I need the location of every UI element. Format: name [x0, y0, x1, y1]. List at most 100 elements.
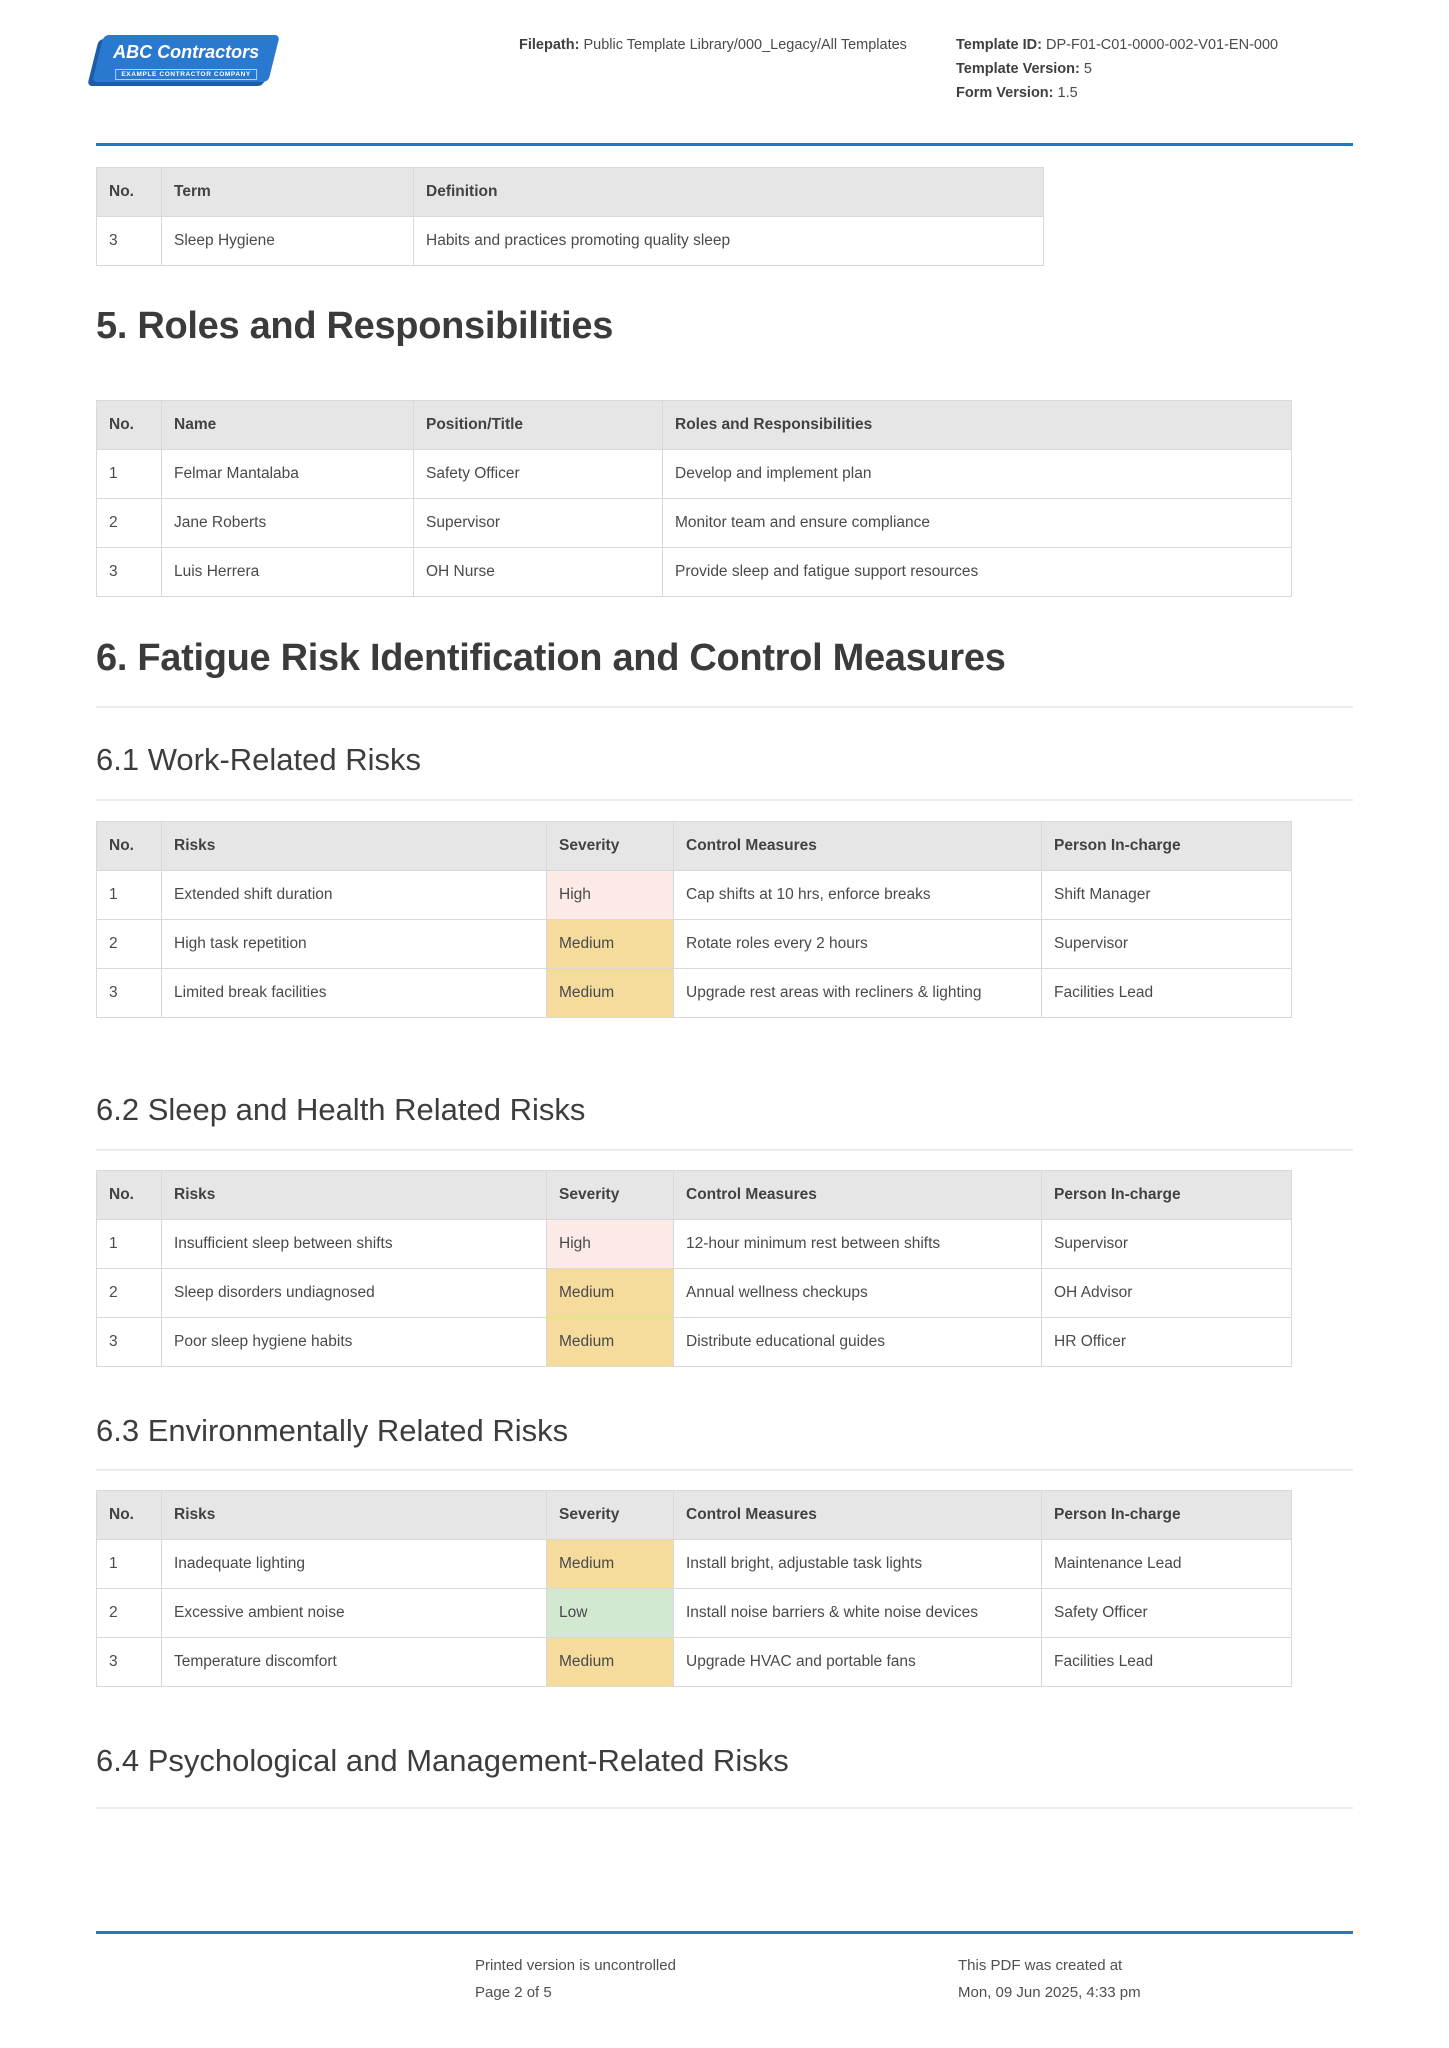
template-version-label: Template Version: [956, 61, 1080, 77]
risk-row: 1 Extended shift duration High Cap shift… [96, 870, 1292, 920]
role-duties-cell: Develop and implement plan [662, 449, 1292, 499]
severity-cell: Medium [546, 1317, 674, 1367]
risk-header-row: No. Risks Severity Control Measures Pers… [96, 1490, 1292, 1540]
terms-table: No. Term Definition 3 Sleep Hygiene Habi… [96, 167, 1044, 266]
risk-name-cell: Excessive ambient noise [161, 1588, 547, 1638]
roles-row: 2 Jane Roberts Supervisor Monitor team a… [96, 498, 1292, 548]
roles-col-name: Name [161, 400, 414, 450]
control-measure-cell: Upgrade rest areas with recliners & ligh… [673, 968, 1042, 1018]
risk-col-no: No. [96, 1170, 162, 1220]
role-duties-cell: Provide sleep and fatigue support resour… [662, 547, 1292, 597]
risk-no-cell: 3 [96, 1317, 162, 1367]
form-version-label: Form Version: [956, 85, 1054, 101]
risk-row: 3 Poor sleep hygiene habits Medium Distr… [96, 1317, 1292, 1367]
risk-no-cell: 1 [96, 1539, 162, 1589]
divider [96, 1807, 1353, 1809]
risk-no-cell: 1 [96, 870, 162, 920]
roles-table: No. Name Position/Title Roles and Respon… [96, 400, 1292, 597]
risk-name-cell: Extended shift duration [161, 870, 547, 920]
control-measure-cell: Install bright, adjustable task lights [673, 1539, 1042, 1589]
risk-name-cell: Temperature discomfort [161, 1637, 547, 1687]
risk-col-person: Person In-charge [1041, 1490, 1292, 1540]
document-header: ABC Contractors EXAMPLE CONTRACTOR COMPA… [92, 33, 1353, 105]
section63-title: 6.3 Environmentally Related Risks [96, 1413, 569, 1448]
severity-cell: Medium [546, 1268, 674, 1318]
term-definition-cell: Habits and practices promoting quality s… [413, 216, 1044, 266]
roles-header-row: No. Name Position/Title Roles and Respon… [96, 400, 1292, 450]
terms-col-definition: Definition [413, 167, 1044, 217]
template-id-label: Template ID: [956, 37, 1042, 53]
severity-cell: Medium [546, 968, 674, 1018]
role-name-cell: Felmar Mantalaba [161, 449, 414, 499]
risk-row: 2 Excessive ambient noise Low Install no… [96, 1588, 1292, 1638]
person-cell: OH Advisor [1041, 1268, 1292, 1318]
risk-no-cell: 2 [96, 1268, 162, 1318]
filepath-label: Filepath: [519, 37, 580, 53]
footer-rule [96, 1931, 1353, 1934]
control-measure-cell: Annual wellness checkups [673, 1268, 1042, 1318]
section5-title: 5. Roles and Responsibilities [96, 305, 614, 347]
divider [96, 1469, 1353, 1471]
control-measure-cell: Distribute educational guides [673, 1317, 1042, 1367]
roles-row: 1 Felmar Mantalaba Safety Officer Develo… [96, 449, 1292, 499]
template-id-line: Template ID: DP-F01-C01-0000-002-V01-EN-… [956, 33, 1353, 57]
divider [96, 799, 1353, 801]
risk-row: 3 Limited break facilities Medium Upgrad… [96, 968, 1292, 1018]
risk-no-cell: 2 [96, 1588, 162, 1638]
risk-row: 2 High task repetition Medium Rotate rol… [96, 919, 1292, 969]
severity-cell: High [546, 1219, 674, 1269]
role-no-cell: 3 [96, 547, 162, 597]
risk-name-cell: Limited break facilities [161, 968, 547, 1018]
footer-uncontrolled-note: Printed version is uncontrolled [475, 1957, 676, 1974]
term-no-cell: 3 [96, 216, 162, 266]
company-logo: ABC Contractors EXAMPLE CONTRACTOR COMPA… [92, 35, 280, 82]
footer-created-label: This PDF was created at [958, 1957, 1123, 1974]
role-position-cell: Supervisor [413, 498, 663, 548]
environment-risks-table: No. Risks Severity Control Measures Pers… [96, 1490, 1292, 1687]
section64-title: 6.4 Psychological and Management-Related… [96, 1743, 789, 1778]
risk-row: 1 Inadequate lighting Medium Install bri… [96, 1539, 1292, 1589]
divider [96, 1149, 1353, 1151]
risk-col-control: Control Measures [673, 1490, 1042, 1540]
control-measure-cell: Cap shifts at 10 hrs, enforce breaks [673, 870, 1042, 920]
risk-col-control: Control Measures [673, 821, 1042, 871]
footer-right: This PDF was created at Mon, 09 Jun 2025… [958, 1952, 1141, 2006]
risk-no-cell: 2 [96, 919, 162, 969]
section6-title: 6. Fatigue Risk Identification and Contr… [96, 637, 1006, 679]
roles-col-roles: Roles and Responsibilities [662, 400, 1292, 450]
risk-row: 3 Temperature discomfort Medium Upgrade … [96, 1637, 1292, 1687]
risk-col-no: No. [96, 821, 162, 871]
risk-col-risks: Risks [161, 1170, 547, 1220]
logo-area: ABC Contractors EXAMPLE CONTRACTOR COMPA… [92, 33, 519, 105]
risk-header-row: No. Risks Severity Control Measures Pers… [96, 1170, 1292, 1220]
risk-col-person: Person In-charge [1041, 1170, 1292, 1220]
person-cell: Facilities Lead [1041, 968, 1292, 1018]
logo-subtitle: EXAMPLE CONTRACTOR COMPANY [115, 69, 257, 80]
filepath-value: Public Template Library/000_Legacy/All T… [583, 37, 907, 53]
template-version-value: 5 [1083, 61, 1092, 77]
filepath-block: Filepath: Public Template Library/000_Le… [519, 33, 956, 105]
severity-cell: Medium [546, 919, 674, 969]
risk-col-severity: Severity [546, 821, 674, 871]
risk-row: 2 Sleep disorders undiagnosed Medium Ann… [96, 1268, 1292, 1318]
control-measure-cell: Rotate roles every 2 hours [673, 919, 1042, 969]
risk-no-cell: 3 [96, 968, 162, 1018]
roles-row: 3 Luis Herrera OH Nurse Provide sleep an… [96, 547, 1292, 597]
term-name-cell: Sleep Hygiene [161, 216, 414, 266]
role-name-cell: Luis Herrera [161, 547, 414, 597]
section61-title: 6.1 Work-Related Risks [96, 742, 422, 777]
role-position-cell: OH Nurse [413, 547, 663, 597]
footer-created-timestamp: Mon, 09 Jun 2025, 4:33 pm [958, 1984, 1141, 2001]
risk-name-cell: Inadequate lighting [161, 1539, 547, 1589]
form-version-line: Form Version: 1.5 [956, 81, 1353, 105]
role-no-cell: 2 [96, 498, 162, 548]
header-rule [96, 143, 1353, 146]
risk-name-cell: Poor sleep hygiene habits [161, 1317, 547, 1367]
template-id-value: DP-F01-C01-0000-002-V01-EN-000 [1045, 37, 1279, 53]
risk-header-row: No. Risks Severity Control Measures Pers… [96, 821, 1292, 871]
control-measure-cell: Upgrade HVAC and portable fans [673, 1637, 1042, 1687]
risk-col-risks: Risks [161, 821, 547, 871]
severity-cell: Medium [546, 1637, 674, 1687]
terms-row: 3 Sleep Hygiene Habits and practices pro… [96, 216, 1044, 266]
